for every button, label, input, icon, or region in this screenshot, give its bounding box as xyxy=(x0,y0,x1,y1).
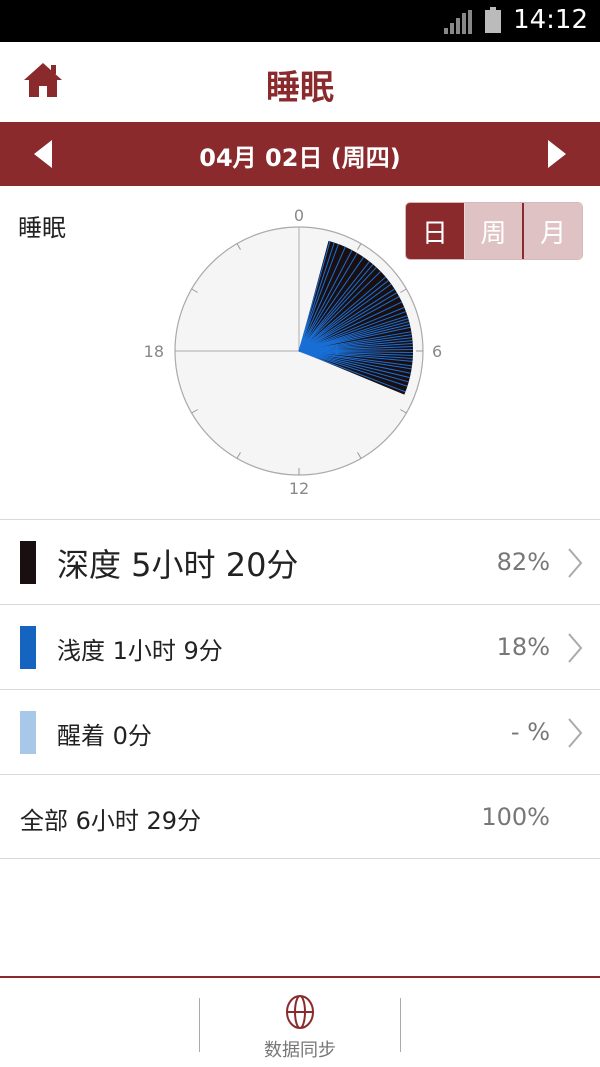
light-sleep-band xyxy=(298,306,405,352)
chart-title: 睡眠 xyxy=(18,214,66,242)
dial-label-18: 18 xyxy=(144,342,164,361)
light-sleep-band xyxy=(298,350,410,379)
light-sleep-band xyxy=(298,271,382,352)
battery-icon xyxy=(485,7,501,33)
light-sleep-band xyxy=(298,249,353,352)
light-sleep-band xyxy=(298,243,339,352)
light-sleep-swatch xyxy=(20,626,36,669)
status-bar: 14:12 xyxy=(0,0,600,42)
total-sleep-percent: 100% xyxy=(481,803,550,831)
dial-tick xyxy=(236,452,241,459)
light-sleep-band xyxy=(298,350,411,374)
total-sleep-label: 全部 6小时 29分 xyxy=(20,807,202,835)
chevron-left-icon[interactable] xyxy=(30,138,58,170)
range-toggle: 日 周 月 xyxy=(405,202,583,260)
light-sleep-band xyxy=(298,350,408,387)
light-sleep-band xyxy=(298,350,413,362)
chevron-right-icon[interactable] xyxy=(542,138,570,170)
light-sleep-band xyxy=(298,350,406,393)
summary-row-total: 全部 6小时 29分 100% xyxy=(0,774,600,859)
dial-tick xyxy=(191,288,198,293)
light-sleep-band xyxy=(298,350,409,383)
bottom-bar: 数据同步 xyxy=(0,976,600,1067)
app-header: 睡眠 xyxy=(0,42,600,122)
light-sleep-band xyxy=(298,256,364,352)
light-sleep-band xyxy=(298,301,403,352)
light-sleep-band xyxy=(298,242,335,352)
summary-row-awake[interactable]: 醒着 0分 - % xyxy=(0,689,600,774)
dial-label-12: 12 xyxy=(289,479,309,498)
deep-sleep-percent: 82% xyxy=(496,548,550,576)
light-sleep-band xyxy=(298,252,358,352)
chevron-right-icon xyxy=(568,548,583,578)
awake-label: 醒着 0分 xyxy=(57,722,152,750)
dial-tick xyxy=(357,243,362,250)
dial-tick xyxy=(191,409,198,414)
sync-drum-icon xyxy=(286,995,314,1029)
light-sleep-band xyxy=(298,283,392,352)
light-sleep-band xyxy=(298,276,387,352)
toggle-day[interactable]: 日 xyxy=(406,203,464,259)
light-sleep-band xyxy=(298,246,346,352)
data-sync-button[interactable]: 数据同步 xyxy=(240,988,360,1064)
divider xyxy=(199,998,200,1052)
dial-label-0: 0 xyxy=(294,206,304,225)
light-sleep-percent: 18% xyxy=(496,633,550,661)
awake-swatch xyxy=(20,711,36,754)
status-time: 14:12 xyxy=(513,5,588,35)
dial-tick xyxy=(400,409,407,414)
summary-row-deep[interactable]: 深度 5小时 20分 82% xyxy=(0,519,600,604)
date-navigation: 04月 02日 (周四) xyxy=(0,122,600,186)
light-sleep-band xyxy=(298,241,331,352)
dial-tick xyxy=(400,288,407,293)
toggle-month[interactable]: 月 xyxy=(522,203,582,259)
sleep-slices xyxy=(298,240,413,395)
light-sleep-band xyxy=(298,261,370,352)
current-date: 04月 02日 (周四) xyxy=(199,144,401,172)
deep-sleep-label: 深度 5小时 20分 xyxy=(57,546,299,584)
toggle-week[interactable]: 周 xyxy=(463,203,523,259)
summary-row-light[interactable]: 浅度 1小时 9分 18% xyxy=(0,604,600,689)
chevron-right-icon xyxy=(568,633,583,663)
dial-tick xyxy=(236,243,241,250)
light-sleep-band xyxy=(298,266,377,352)
light-sleep-band xyxy=(298,292,398,352)
light-sleep-band xyxy=(298,288,395,352)
light-sleep-band xyxy=(298,311,407,352)
signal-icon xyxy=(444,10,472,34)
light-sleep-label: 浅度 1小时 9分 xyxy=(57,637,223,665)
light-sleep-band xyxy=(298,280,389,352)
page-title: 睡眠 xyxy=(266,68,334,108)
light-sleep-band xyxy=(298,350,412,370)
dial-label-6: 6 xyxy=(432,342,442,361)
dial-ticks xyxy=(175,227,423,475)
dial-tick xyxy=(357,452,362,459)
chevron-right-icon xyxy=(568,718,583,748)
sleep-chart-area: 睡眠 0 6 12 18 xyxy=(0,186,600,519)
home-icon[interactable] xyxy=(22,60,64,100)
light-sleep-band xyxy=(298,326,411,352)
light-sleep-band xyxy=(298,263,374,352)
deep-sleep-swatch xyxy=(20,541,36,584)
divider xyxy=(400,998,401,1052)
awake-percent: - % xyxy=(510,718,550,746)
light-sleep-band xyxy=(298,296,400,352)
data-sync-label: 数据同步 xyxy=(264,1040,336,1061)
sleep-dial-chart: 0 6 12 18 xyxy=(144,206,443,498)
